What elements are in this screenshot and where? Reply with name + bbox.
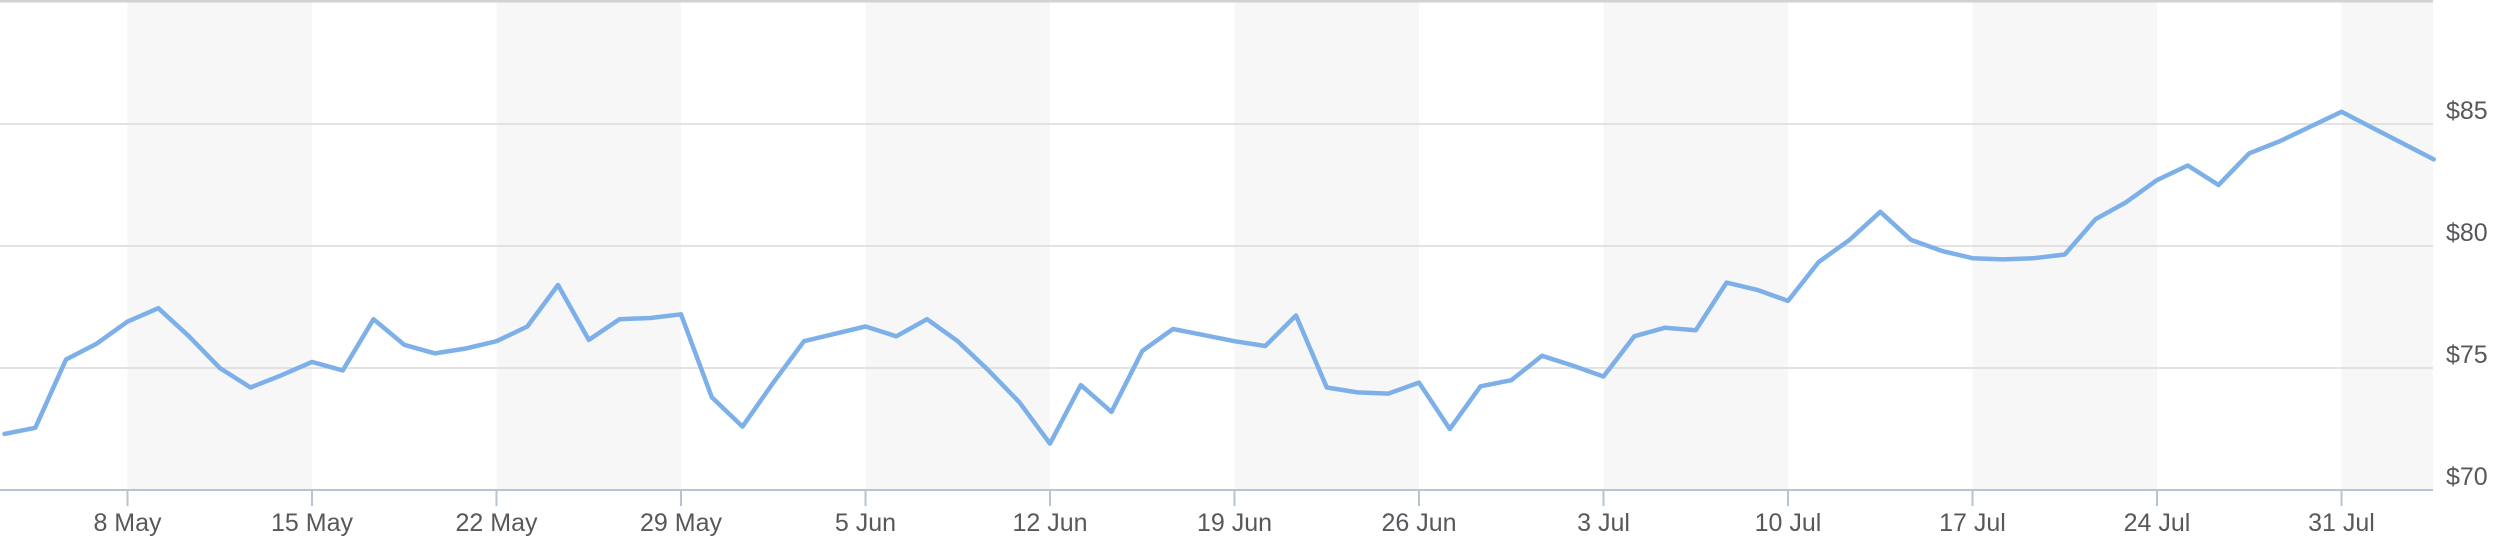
x-axis-label: 8 May <box>93 509 162 537</box>
shaded-week-band <box>127 0 312 490</box>
y-axis-label: $75 <box>2446 341 2488 369</box>
x-axis-label: 17 Jul <box>1939 509 2006 537</box>
x-axis-label: 29 May <box>640 509 722 537</box>
y-axis-label: $70 <box>2446 463 2488 491</box>
x-axis-label: 24 Jul <box>2124 509 2191 537</box>
shaded-week-band <box>865 0 1050 490</box>
x-axis-label: 22 May <box>456 509 538 537</box>
x-axis-label: 12 Jun <box>1012 509 1087 537</box>
x-axis-label: 5 Jun <box>835 509 896 537</box>
shaded-week-band <box>1234 0 1419 490</box>
shaded-week-band <box>1972 0 2157 490</box>
x-axis-label: 19 Jun <box>1197 509 1272 537</box>
shaded-week-band <box>2341 0 2433 490</box>
shaded-week-band <box>1603 0 1788 490</box>
x-axis-label: 10 Jul <box>1755 509 1822 537</box>
x-axis-label: 31 Jul <box>2308 509 2375 537</box>
shaded-week-band <box>496 0 681 490</box>
x-axis-label: 3 Jul <box>1577 509 1630 537</box>
x-axis-label: 15 May <box>271 509 353 537</box>
y-axis-label: $80 <box>2446 219 2488 247</box>
chart-top-border <box>0 0 2433 3</box>
y-axis-label: $85 <box>2446 97 2488 125</box>
x-axis-label: 26 Jun <box>1381 509 1456 537</box>
price-line <box>2 109 2437 446</box>
